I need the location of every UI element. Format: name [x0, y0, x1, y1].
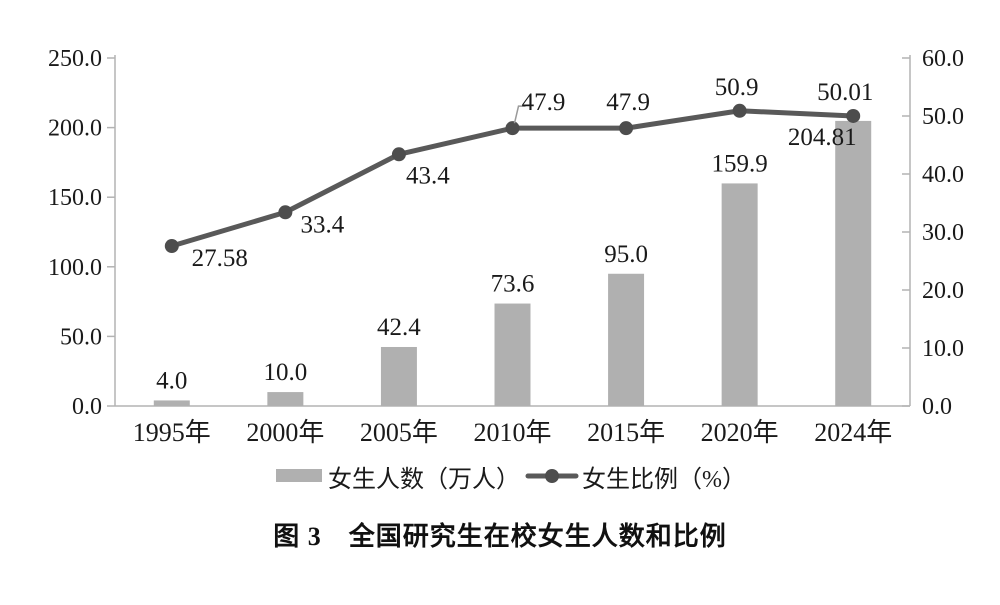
bar-value-label: 42.4: [377, 314, 421, 341]
bar-value-label: 4.0: [156, 367, 187, 394]
x-tick-label: 2020年: [701, 418, 779, 447]
y-tick-label-left: 200.0: [48, 116, 102, 142]
y-tick-label-left: 0.0: [72, 394, 102, 420]
data-point: [505, 121, 520, 136]
bar: [608, 273, 645, 406]
bar-value-label: 95.0: [604, 241, 648, 268]
x-tick-label: 2024年: [814, 418, 892, 447]
bar-value-label: 73.6: [491, 271, 535, 298]
y-tick-label-right: 60.0: [922, 46, 964, 72]
figure-caption: 图 3 全国研究生在校女生人数和比例: [273, 522, 727, 551]
x-tick-label: 2010年: [473, 418, 551, 447]
data-point: [619, 121, 634, 136]
legend-line-label: 女生比例（%）: [582, 466, 746, 493]
y-tick-label-right: 20.0: [922, 278, 964, 304]
bar-value-label: 10.0: [263, 359, 307, 386]
figure: 0.0 50.0 100.0 150.0 200.0 250.0 0.0 10.0 20.0 30…: [48, 46, 964, 551]
y-tick-label-left: 50.0: [60, 324, 102, 350]
legend-bar-swatch: [276, 469, 322, 482]
line-value-label: 27.58: [192, 245, 248, 272]
data-point: [732, 103, 747, 118]
y-tick-label-right: 40.0: [922, 162, 964, 188]
label-leader-line: [513, 105, 526, 124]
line-value-label: 47.9: [606, 89, 650, 116]
bar: [153, 400, 190, 406]
data-point: [846, 108, 861, 123]
bar-value-label: 204.81: [788, 124, 857, 151]
bar-value-label: 159.9: [712, 150, 768, 177]
data-point: [391, 147, 406, 162]
line-value-label: 50.9: [715, 74, 759, 101]
y-tick-label-left: 150.0: [48, 185, 102, 211]
y-tick-label-right: 50.0: [922, 104, 964, 130]
x-tick-label: 2015年: [587, 418, 665, 447]
chart-area: 0.0 50.0 100.0 150.0 200.0 250.0 0.0 10.0 20.0 30…: [48, 46, 964, 493]
y-tick-label-right: 0.0: [922, 394, 952, 420]
line-value-label: 47.9: [522, 89, 566, 116]
x-tick-label: 2000年: [246, 418, 324, 447]
y-tick-label-right: 30.0: [922, 220, 964, 246]
data-point: [278, 205, 293, 220]
bar: [835, 120, 872, 406]
line-value-label: 43.4: [406, 162, 450, 189]
legend-line-marker: [545, 469, 559, 483]
bar: [267, 392, 304, 406]
bar: [494, 303, 531, 406]
line-value-label: 33.4: [300, 211, 344, 238]
y-tick-label-right: 10.0: [922, 336, 964, 362]
y-tick-label-left: 100.0: [48, 255, 102, 281]
bar: [380, 346, 417, 406]
x-tick-label: 2005年: [360, 418, 438, 447]
y-tick-label-left: 250.0: [48, 46, 102, 72]
data-point: [164, 239, 179, 254]
legend-bar-label: 女生人数（万人）: [328, 466, 520, 493]
bar: [721, 183, 758, 406]
x-tick-label: 1995年: [133, 418, 211, 447]
line-value-label: 50.01: [817, 79, 873, 106]
